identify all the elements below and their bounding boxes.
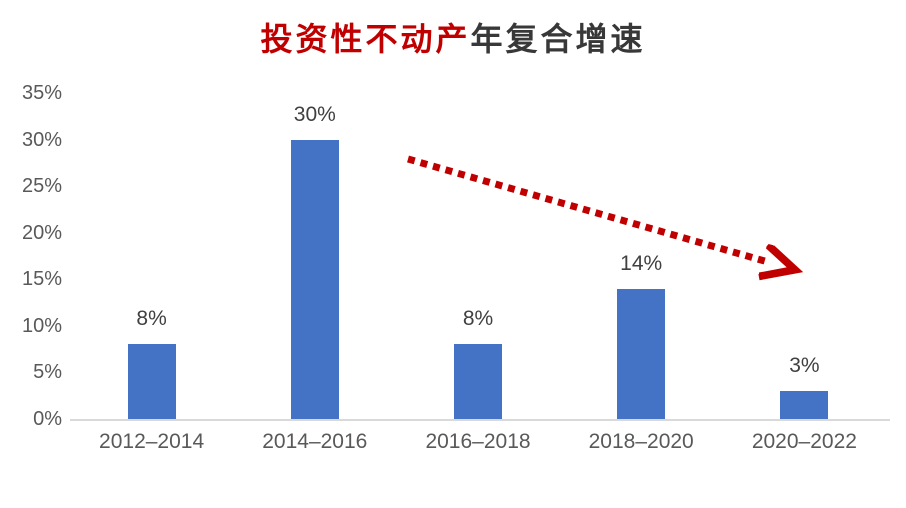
y-axis-tick-label: 20% <box>21 221 62 244</box>
bar-value-label: 14% <box>620 251 663 275</box>
y-axis-tick-label: 0% <box>33 408 62 430</box>
y-axis-tick-label: 5% <box>33 361 62 384</box>
x-axis-category-label: 2020–2022 <box>751 430 857 453</box>
x-axis-category-label: 2014–2016 <box>262 430 368 453</box>
x-axis-line <box>70 419 890 421</box>
bar <box>290 139 339 419</box>
y-axis-tick-label: 35% <box>21 82 62 104</box>
bar-value-label: 30% <box>293 102 336 126</box>
y-axis-tick-label: 25% <box>21 175 62 198</box>
bar <box>617 288 666 419</box>
y-axis-tick-label: 30% <box>21 128 62 151</box>
chart-title: 投资性不动产年复合增速 <box>0 14 906 60</box>
x-axis-category-label: 2012–2014 <box>99 430 205 453</box>
y-axis-tick-label: 15% <box>21 268 62 291</box>
x-axis-category-label: 2018–2020 <box>588 430 694 453</box>
bar <box>127 344 176 419</box>
y-axis-tick-label: 10% <box>21 314 62 337</box>
bar-value-label: 8% <box>136 307 167 331</box>
bar <box>454 344 502 419</box>
bar <box>780 391 829 419</box>
x-axis-category-label: 2016–2018 <box>425 430 531 453</box>
trend-arrow-line <box>407 155 768 262</box>
chart-title-dark-segment: 年复合增速 <box>470 20 646 58</box>
bar-value-label: 8% <box>462 307 494 331</box>
chart-title-red-segment: 投资性不动产 <box>260 20 471 58</box>
bar-value-label: 3% <box>789 354 820 378</box>
